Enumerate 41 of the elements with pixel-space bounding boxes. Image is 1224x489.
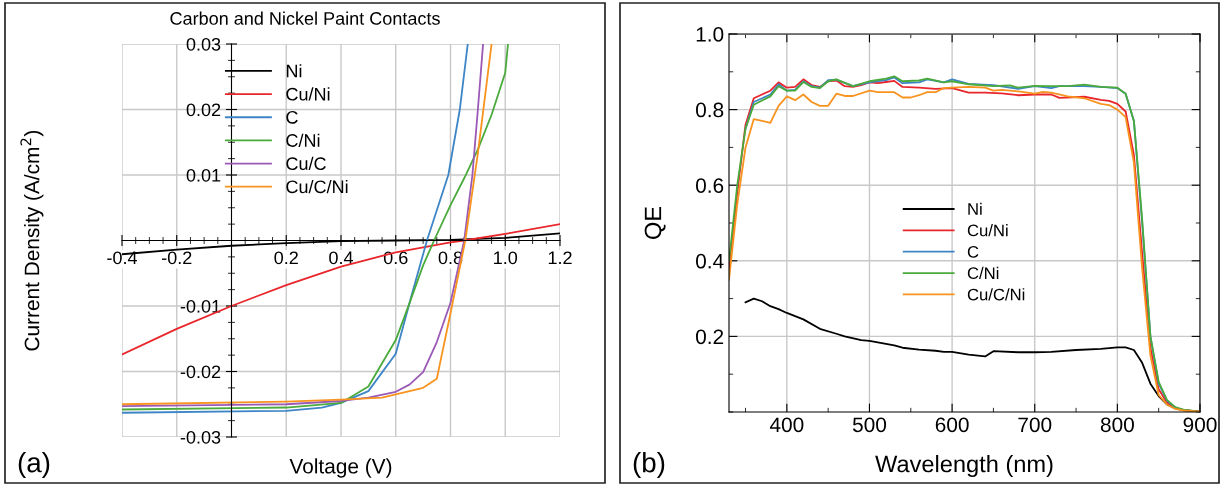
y-tick-label: 0.02	[186, 103, 221, 117]
text: (b)	[633, 452, 665, 478]
y-tick-label: -0.03	[180, 430, 221, 444]
y-tick-label: -0.02	[180, 365, 221, 379]
legend-label: Cu/Ni	[286, 87, 330, 101]
legend-label: Cu/C/Ni	[286, 179, 348, 194]
y-tick-label: -0.01	[180, 299, 221, 313]
legend-label: C/Ni	[967, 266, 999, 280]
x-tick-label: 500	[852, 417, 887, 433]
y-tick-label: 0.2	[695, 329, 724, 345]
x-tick-label: 1.0	[494, 251, 518, 265]
x-tick-label: 1.2	[548, 251, 572, 264]
y-tick-label: 0.01	[186, 168, 221, 182]
x-tick-label: 0.4	[329, 251, 354, 265]
legend-label: C	[967, 245, 979, 258]
x-tick-label: -0.2	[162, 251, 192, 265]
x-tick-label: -0.4	[107, 251, 138, 265]
y-axis-title: Current Density (A/cm$^{2}$)	[20, 130, 44, 351]
legend-label: Ni	[968, 202, 982, 215]
x-tick-label: 700	[1018, 417, 1052, 433]
legend-label: C	[286, 110, 298, 124]
y-axis-title: QE	[644, 206, 666, 239]
x-tick-label: 900	[1183, 417, 1217, 433]
legend-label: Cu/Ni	[967, 224, 1008, 237]
x-tick-label: 400	[769, 417, 804, 433]
y-tick-label: 0.8	[695, 102, 724, 118]
x-tick-label: 600	[935, 417, 969, 433]
x-axis-title: Wavelength (nm)	[875, 454, 1053, 478]
legend-label: Cu/C	[286, 156, 326, 171]
y-tick-label: 0.03	[186, 37, 221, 51]
y-tick-label: 0.6	[695, 178, 724, 193]
y-tick-label: 1.0	[696, 27, 724, 42]
x-tick-label: 800	[1100, 417, 1134, 433]
x-axis-title: Voltage (V)	[289, 458, 392, 478]
legend-label: Cu/C/Ni	[967, 288, 1025, 301]
x-tick-label: 0.6	[383, 251, 408, 265]
legend-label: C/Ni	[286, 133, 320, 147]
text: (a)	[18, 452, 50, 478]
chart-title: Carbon and Nickel Paint Contacts	[170, 11, 440, 25]
legend-label: Ni	[286, 64, 302, 78]
x-tick-label: 0.2	[274, 251, 298, 265]
